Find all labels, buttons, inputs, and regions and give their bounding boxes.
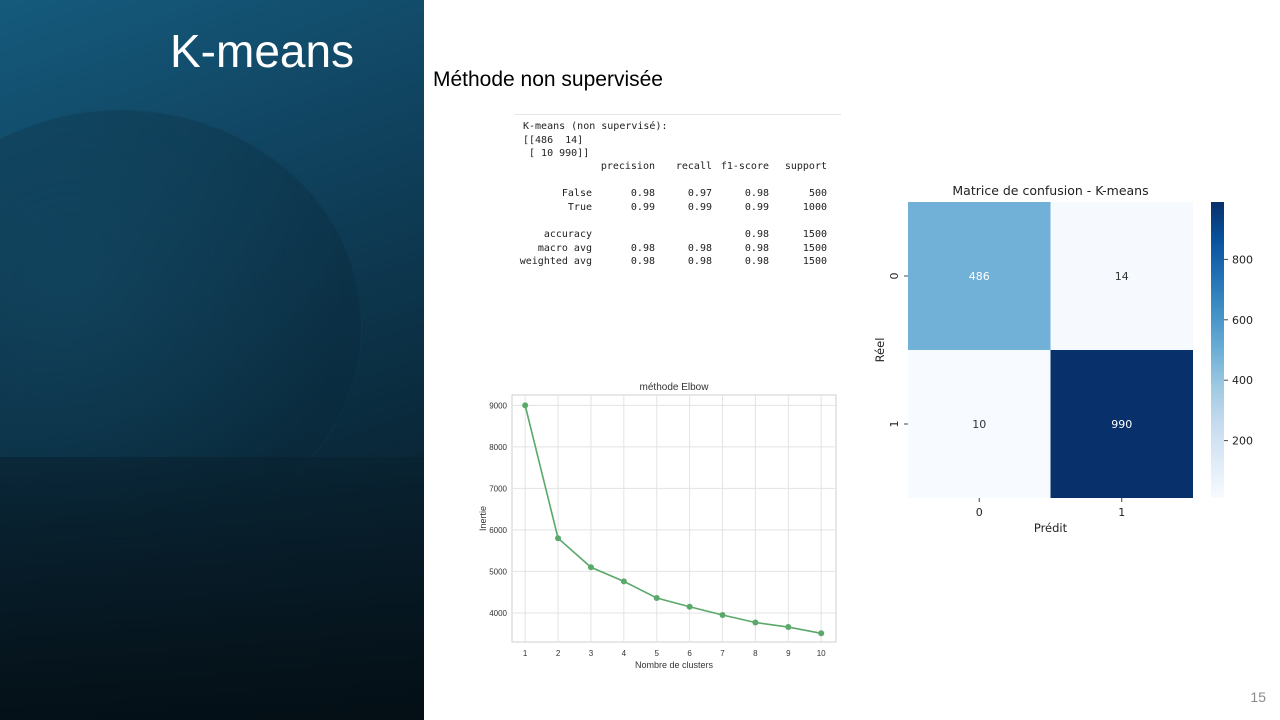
cell-value-label: 990 bbox=[1111, 418, 1132, 431]
x-tick-label: 9 bbox=[786, 649, 791, 658]
report-cell: 1000 bbox=[802, 202, 827, 213]
y-tick-label: 9000 bbox=[489, 401, 507, 410]
data-point bbox=[555, 535, 562, 542]
y-tick-label: 6000 bbox=[489, 526, 507, 535]
heatmap-cell bbox=[1050, 202, 1193, 350]
colorbar bbox=[1211, 202, 1224, 498]
decorative-band bbox=[0, 457, 424, 720]
data-point bbox=[785, 624, 792, 631]
report-cell: 0.97 bbox=[687, 188, 712, 199]
y-tick-label: 8000 bbox=[489, 443, 507, 452]
data-point bbox=[620, 578, 627, 585]
report-cell: 1500 bbox=[802, 229, 827, 240]
x-axis-label: Nombre de clusters bbox=[635, 660, 714, 670]
report-cell: 1500 bbox=[802, 243, 827, 254]
title-panel bbox=[0, 0, 424, 720]
report-cell: 0.98 bbox=[630, 243, 655, 254]
x-tick-label: 1 bbox=[523, 649, 528, 658]
y-tick-label: 4000 bbox=[489, 609, 507, 618]
x-tick-label: 3 bbox=[589, 649, 594, 658]
x-tick-label: 4 bbox=[622, 649, 627, 658]
colorbar-tick-label: 200 bbox=[1232, 435, 1253, 448]
cell-value-label: 486 bbox=[969, 270, 990, 283]
report-header-line: K-means (non supervisé): bbox=[523, 121, 668, 132]
report-cell: 0.98 bbox=[744, 188, 769, 199]
report-row-label: accuracy bbox=[543, 229, 592, 240]
slide-subtitle: Méthode non supervisée bbox=[433, 68, 663, 91]
y-axis-label: Inertie bbox=[478, 506, 488, 531]
report-cell: 0.99 bbox=[744, 202, 769, 213]
report-cell: 0.98 bbox=[687, 256, 712, 267]
report-cell: 0.99 bbox=[630, 202, 655, 213]
report-column-header: f1-score bbox=[720, 161, 769, 172]
report-cell: 0.99 bbox=[687, 202, 712, 213]
colorbar-tick-label: 400 bbox=[1232, 374, 1253, 387]
page-number: 15 bbox=[1250, 689, 1266, 705]
heatmap-cell bbox=[908, 350, 1051, 498]
data-point bbox=[686, 603, 693, 610]
x-tick-label: 6 bbox=[687, 649, 692, 658]
y-tick-label: 7000 bbox=[489, 484, 507, 493]
report-cell: 0.98 bbox=[744, 256, 769, 267]
colorbar-tick-label: 600 bbox=[1232, 314, 1253, 327]
x-tick-label: 10 bbox=[817, 649, 826, 658]
report-cell: 0.98 bbox=[744, 243, 769, 254]
report-row-label: False bbox=[561, 188, 592, 199]
colorbar-tick-label: 800 bbox=[1232, 253, 1253, 266]
report-cell: 1500 bbox=[802, 256, 827, 267]
chart-title: méthode Elbow bbox=[640, 382, 710, 393]
report-header-line: [ 10 990]] bbox=[523, 148, 590, 159]
y-tick-label: 0 bbox=[888, 273, 901, 280]
elbow-chart: 1 2 3 4 5 6 7 8 9 10 4000 5000 6000 7000 8000 9000 métho… bbox=[478, 382, 837, 670]
report-cell: 0.98 bbox=[744, 229, 769, 240]
x-tick-label: 2 bbox=[556, 649, 561, 658]
x-tick-label: 1 bbox=[1118, 506, 1125, 519]
plot-area bbox=[511, 394, 837, 643]
data-point bbox=[522, 402, 529, 409]
data-point bbox=[719, 612, 726, 619]
x-tick-label: 0 bbox=[976, 506, 983, 519]
report-column-header: support bbox=[784, 161, 827, 172]
x-tick-label: 7 bbox=[720, 649, 725, 658]
x-tick-label: 8 bbox=[753, 649, 758, 658]
cell-value-label: 14 bbox=[1115, 270, 1129, 283]
report-column-header: precision bbox=[600, 161, 655, 172]
x-axis-label: Prédit bbox=[1034, 521, 1068, 535]
y-tick-label: 5000 bbox=[489, 567, 507, 576]
heatmap-cell bbox=[908, 202, 1051, 350]
classification-report: K-means (non supervisé): [[486 14] [ 10 9… bbox=[515, 114, 841, 275]
data-point bbox=[587, 564, 594, 571]
x-tick-label: 5 bbox=[655, 649, 660, 658]
data-point bbox=[653, 594, 660, 601]
report-cell: 0.98 bbox=[630, 188, 655, 199]
cell-value-label: 10 bbox=[972, 418, 986, 431]
report-row-label: True bbox=[567, 202, 592, 213]
report-column-header: recall bbox=[675, 161, 712, 172]
report-row-label: weighted avg bbox=[519, 256, 592, 267]
data-point bbox=[818, 630, 825, 637]
report-cell: 0.98 bbox=[630, 256, 655, 267]
report-cell: 0.98 bbox=[687, 243, 712, 254]
chart-title: Matrice de confusion - K-means bbox=[952, 183, 1148, 198]
report-cell: 500 bbox=[808, 188, 827, 199]
report-row-label: macro avg bbox=[537, 243, 592, 254]
heatmap-cell bbox=[1050, 350, 1193, 498]
y-axis-label: Réel bbox=[873, 338, 887, 363]
report-header-line: [[486 14] bbox=[523, 134, 584, 146]
series-line bbox=[524, 405, 822, 635]
data-point bbox=[752, 619, 759, 626]
y-tick-label: 1 bbox=[888, 421, 901, 428]
slide-title: K-means bbox=[170, 25, 355, 77]
